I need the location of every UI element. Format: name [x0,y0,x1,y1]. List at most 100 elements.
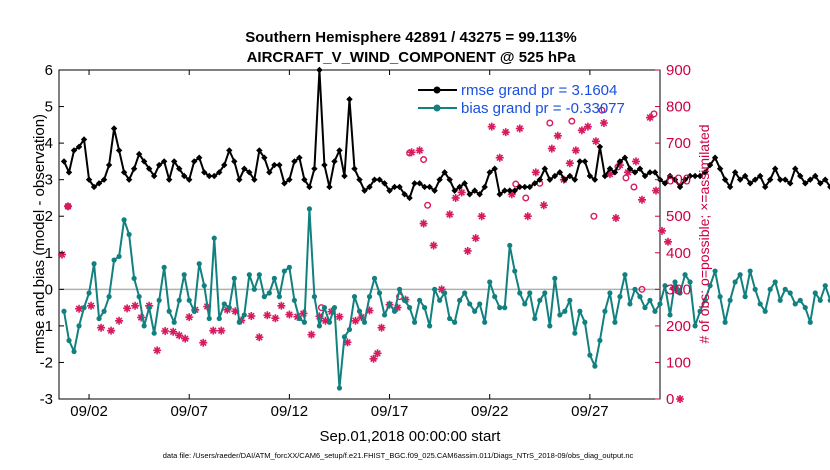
bias-point [822,283,828,289]
obs-possible-marker [546,119,554,127]
rmse-point [711,154,719,161]
rmse-point [686,172,694,180]
rmse-point [466,191,473,198]
obs-assimilated-marker [231,307,240,316]
rmse-point [446,176,453,183]
bias-point [787,290,793,296]
obs-assimilated-marker [463,246,472,255]
obs-assimilated-marker [507,190,516,199]
bias-point [557,312,563,318]
rmse-point [766,176,774,183]
bias-point [592,363,598,369]
bias-point [417,297,423,303]
obs-assimilated-marker [217,326,226,335]
obs-assimilated-marker [115,316,124,325]
bias-point [637,294,643,300]
bias-point [777,297,783,303]
bias-point [492,294,498,300]
y2-axis-label: # of obs: o=possible; ×=assimilated [696,124,712,343]
rmse-point [135,150,143,158]
rmse-point [787,180,794,187]
y2-tick-label: 800 [666,99,691,116]
obs-assimilated-marker [307,330,316,339]
bias-point [517,290,523,296]
rmse-point [221,161,228,169]
rmse-point [326,183,333,191]
bias-point [146,305,152,311]
bias-point [792,301,798,307]
bias-point [767,286,773,292]
obs-assimilated-marker [539,201,548,210]
bias-point [306,206,313,212]
bias-point [206,315,212,322]
obs-assimilated-marker [457,188,466,197]
obs-assimilated-marker [223,305,232,314]
rmse-point [471,187,478,194]
rmse-point [276,161,283,169]
bias-point [797,297,803,303]
obs-assimilated-marker [87,301,96,310]
bias-point [452,319,458,325]
rmse-point [286,176,293,183]
bias-point [126,231,132,238]
rmse-point [491,165,498,172]
obs-assimilated-marker [393,303,402,312]
bias-point [351,294,358,300]
rmse-point [817,180,824,187]
bias-point [116,253,122,260]
obs-assimilated-marker [365,306,374,315]
bias-point [191,308,197,314]
bias-point [251,286,257,292]
rmse-point [356,176,363,183]
obs-assimilated-marker [169,327,178,336]
rmse-point [546,176,554,183]
rmse-point [812,172,819,180]
rmse-point [100,176,108,183]
obs-possible-marker [590,212,598,220]
rmse-point [521,183,528,191]
bias-point [166,308,172,314]
rmse-point [531,180,538,187]
obs-assimilated-marker [471,234,480,243]
bias-point [211,235,217,241]
obs-assimilated-marker [97,323,106,332]
rmse-point [256,147,263,154]
bias-point [472,308,478,314]
bias-point [542,290,548,296]
bias-point [632,286,638,292]
bias-point [271,275,277,281]
rmse-point [115,147,123,154]
bias-point [296,315,302,322]
bias-point [762,308,768,314]
obs-assimilated-marker [547,144,556,153]
rmse-point [481,183,488,191]
obs-possible-marker [568,117,576,125]
bias-point [91,261,97,267]
rmse-point [301,176,308,183]
rmse-point [316,66,323,74]
rmse-point [206,172,213,180]
bias-point [181,272,187,278]
bias-point [552,275,558,281]
bias-point [216,315,222,322]
bias-point [507,242,513,249]
rmse-point [536,176,543,183]
rmse-point [792,165,799,172]
bias-point [722,319,728,325]
obs-assimilated-marker [327,307,336,316]
obs-assimilated-marker [523,212,532,221]
obs-assimilated-marker [437,285,446,294]
bias-point [512,268,518,274]
rmse-point [822,176,829,183]
bias-point [291,297,297,303]
rmse-point [426,183,433,191]
obs-assimilated-marker [651,186,660,195]
obs-assimilated-marker [631,157,640,166]
y2-tick-label: 700 [666,135,691,152]
x-tick-label: 09/17 [371,403,409,420]
bias-point [802,305,808,311]
rmse-point [311,165,318,172]
rmse-point [621,154,629,161]
legend-bias-label: bias grand pr = -0.33077 [461,100,625,117]
bias-point [341,334,348,340]
